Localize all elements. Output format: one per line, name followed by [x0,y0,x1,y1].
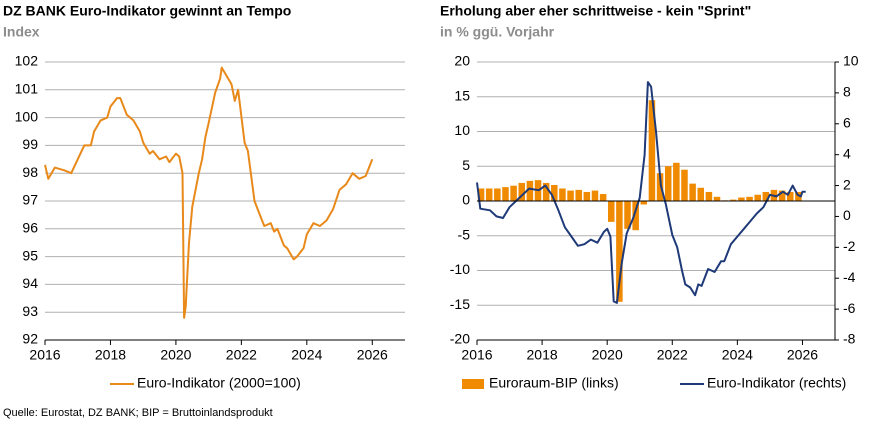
bar [786,191,794,201]
bar [575,189,582,201]
y-tick-label: 96 [22,220,38,236]
bar [656,173,664,201]
y2-tick-label: 4 [843,145,851,161]
x-tick-label: 2018 [95,347,126,363]
bar [664,166,672,201]
x-tick-label: 2026 [787,347,818,363]
legend-label: Euro-Indikator (2000=100) [137,375,301,391]
y-tick-label: 100 [15,108,39,124]
bar [551,185,558,201]
y-tick-label: 102 [15,53,39,69]
y-tick-label: 5 [462,157,470,173]
bar [632,201,639,231]
chart-subtitle: Index [3,24,40,40]
x-tick-label: 2024 [722,347,753,363]
bar [689,183,696,201]
x-tick-label: 2018 [527,347,558,363]
y-tick-label: 99 [22,136,38,152]
bar [624,201,631,229]
source-note: Quelle: Eurostat, DZ BANK; BIP = Bruttoi… [3,407,273,419]
y2-tick-label: -6 [843,300,856,316]
y-tick-label: 101 [15,81,39,97]
line-series [44,66,374,319]
x-tick-label: 2022 [657,347,688,363]
bar [485,188,493,201]
y-tick-label: 20 [454,53,470,69]
bar [599,194,607,201]
bar [494,188,501,201]
x-tick-label: 2024 [291,347,322,363]
bar [713,196,721,201]
y-tick-label: 97 [22,192,38,208]
bar [502,187,509,201]
bar [648,100,656,201]
y-tick-label: 95 [22,247,38,263]
y-tick-label: -5 [458,226,471,242]
bar [583,191,591,201]
bar [567,190,574,201]
legend-swatch [462,379,484,389]
y-tick-label: -15 [450,296,470,312]
y2-tick-label: 10 [843,53,859,69]
x-tick-label: 2022 [226,347,257,363]
bar [559,188,566,201]
bar [542,182,550,201]
chart-title: Erholung aber eher schrittweise - kein "… [440,3,751,19]
bar [673,162,680,201]
bar [681,169,688,201]
bar [591,190,599,201]
y2-tick-label: 6 [843,114,851,130]
x-tick-label: 2020 [160,347,191,363]
y-tick-label: -10 [450,261,470,277]
bar [510,185,517,201]
bar [705,191,713,201]
bar [616,201,623,302]
y2-tick-label: 8 [843,84,851,100]
line-series [476,81,806,304]
bar [730,199,737,201]
x-tick-label: 2016 [461,347,492,363]
bar [778,190,786,201]
bar [746,196,753,201]
chart-subtitle: in % ggü. Vorjahr [440,24,555,40]
y-tick-label: 92 [22,331,38,347]
y-tick-label: 93 [22,303,38,319]
bar [607,201,615,222]
y-tick-label: 10 [454,122,470,138]
bar [762,191,770,201]
y2-tick-label: -2 [843,238,856,254]
y-tick-label: 98 [22,164,38,180]
bar [526,180,534,201]
x-tick-label: 2016 [29,347,60,363]
bar [477,188,485,201]
y2-tick-label: 0 [843,207,851,223]
bar [640,201,648,205]
y2-tick-label: 2 [843,176,851,192]
legend-label: Euro-Indikator (rechts) [707,375,846,391]
x-tick-label: 2020 [592,347,623,363]
bar [795,191,802,201]
y-tick-label: 15 [454,87,470,103]
bar [697,187,705,201]
legend-label: Euroraum-BIP (links) [489,375,619,391]
chart-title: DZ BANK Euro-Indikator gewinnt an Tempo [3,3,291,19]
y2-tick-label: -8 [843,331,856,347]
bar [518,182,526,201]
y2-tick-label: -4 [843,269,856,285]
y-tick-label: -20 [450,331,470,347]
bar [754,194,761,201]
y-tick-label: 0 [462,192,470,208]
y-tick-label: 94 [22,275,38,291]
x-tick-label: 2026 [357,347,388,363]
bar [738,197,745,201]
